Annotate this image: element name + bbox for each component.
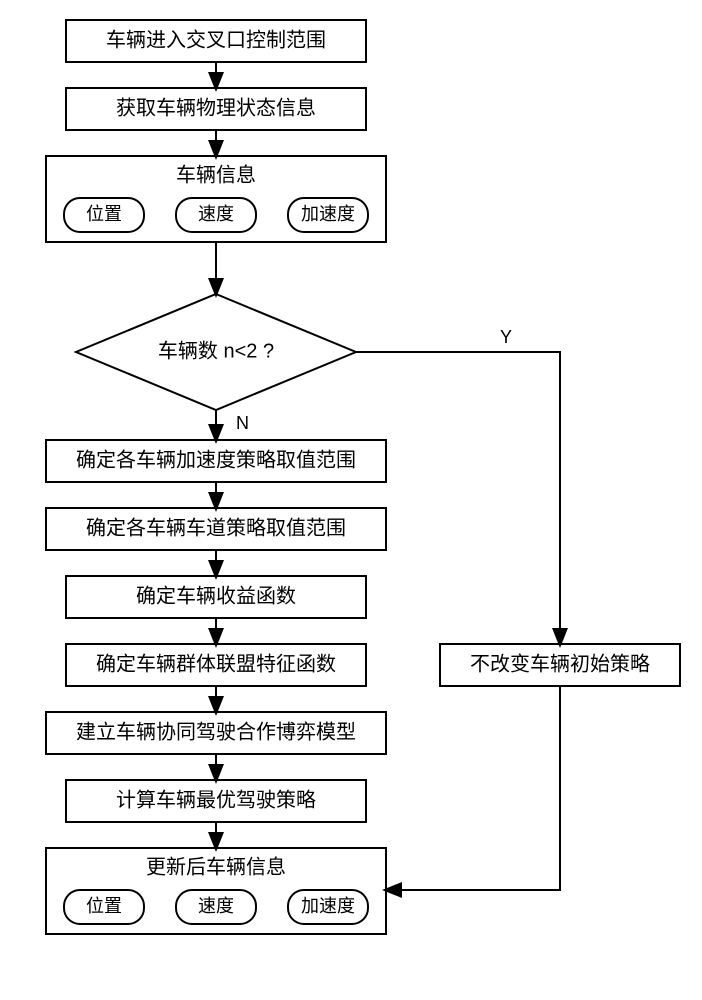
- branch-label: N: [236, 413, 249, 433]
- node-label: 确定车辆群体联盟特征函数: [96, 652, 336, 675]
- edge: [356, 352, 560, 644]
- node-n9: 计算车辆最优驾驶策略: [66, 780, 366, 822]
- node-label: 确定各车辆车道策略取值范围: [86, 516, 346, 539]
- edge: [386, 686, 560, 890]
- node-label: 确定车辆收益函数: [136, 584, 296, 607]
- pill-label: 加速度: [301, 204, 355, 224]
- node-n3: 车辆信息位置 速度 加速度: [46, 156, 386, 242]
- node-label: 更新后车辆信息: [146, 855, 286, 878]
- pill-label: 位置: [86, 204, 122, 224]
- node-n6: 确定车辆收益函数: [66, 576, 366, 618]
- node-label: 车辆数 n<2 ?: [158, 339, 274, 362]
- pill-label: 加速度: [301, 896, 355, 916]
- node-n4: 确定各车辆加速度策略取值范围: [46, 440, 386, 482]
- node-label: 计算车辆最优驾驶策略: [116, 788, 316, 811]
- node-n1: 车辆进入交叉口控制范围: [66, 20, 366, 62]
- node-n2: 获取车辆物理状态信息: [66, 88, 366, 130]
- node-label: 不改变车辆初始策略: [470, 652, 650, 675]
- node-label: 车辆信息: [176, 163, 256, 186]
- node-n5: 确定各车辆车道策略取值范围: [46, 508, 386, 550]
- node-n8: 建立车辆协同驾驶合作博弈模型: [46, 712, 386, 754]
- node-label: 建立车辆协同驾驶合作博弈模型: [76, 720, 356, 743]
- node-nR: 不改变车辆初始策略: [440, 644, 680, 686]
- node-n7: 确定车辆群体联盟特征函数: [66, 644, 366, 686]
- node-label: 获取车辆物理状态信息: [116, 96, 316, 119]
- branch-label: Y: [500, 327, 512, 347]
- node-label: 车辆进入交叉口控制范围: [106, 28, 326, 51]
- node-n10: 更新后车辆信息位置 速度 加速度: [46, 848, 386, 934]
- node-label: 确定各车辆加速度策略取值范围: [76, 448, 356, 471]
- node-diamond: 车辆数 n<2 ?: [76, 294, 356, 410]
- pill-label: 位置: [86, 896, 122, 916]
- flowchart: 车辆进入交叉口控制范围获取车辆物理状态信息车辆信息位置速度加速度车辆数 n<2 …: [0, 0, 702, 1000]
- pill-label: 速度: [198, 204, 234, 224]
- pill-label: 速度: [198, 896, 234, 916]
